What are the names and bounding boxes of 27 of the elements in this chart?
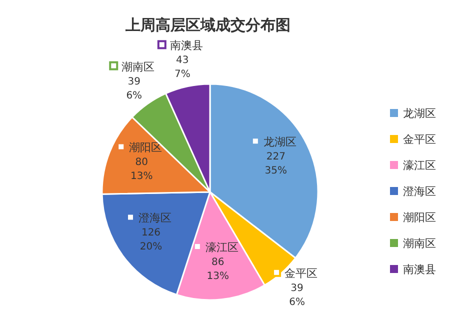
data-label: 126 20% bbox=[140, 228, 162, 253]
data-label: 39 6% bbox=[289, 282, 305, 308]
data-label: 86 13% bbox=[206, 257, 230, 282]
legend-label: 濠江区 bbox=[205, 241, 238, 254]
legend-label: 金平区 bbox=[284, 266, 318, 280]
data-label: 43 7% bbox=[174, 55, 190, 80]
chart-title: 上周高层区域成交分布图 bbox=[124, 16, 290, 34]
legend-label: 澄海区 bbox=[138, 212, 172, 225]
legend-label: 南澳县 bbox=[170, 39, 203, 52]
legend-item: 金平区 bbox=[390, 133, 436, 146]
data-label: 澄海区 126 20% bbox=[126, 212, 172, 253]
legend-item: 龙湖区 bbox=[390, 107, 436, 120]
legend-item: 濠江区 bbox=[390, 159, 436, 172]
legend-label: 潮南区 bbox=[122, 60, 155, 74]
data-label: 龙湖区 227 35% bbox=[250, 136, 296, 177]
data-label: 南澳县 43 7% bbox=[157, 39, 203, 80]
data-label: 金平区 39 6% bbox=[272, 266, 318, 308]
legend-label: 龙湖区 bbox=[263, 136, 296, 149]
data-label: 潮南区 39 6% bbox=[109, 60, 155, 102]
legend-item: 潮阳区 bbox=[390, 211, 436, 224]
legend-item: 南澳县 bbox=[390, 263, 436, 276]
legend-item: 澄海区 bbox=[390, 185, 436, 198]
data-label: 227 35% bbox=[264, 152, 288, 177]
data-label: 80 13% bbox=[130, 157, 153, 182]
data-label: 濠江区 86 13% bbox=[192, 241, 238, 282]
legend-item: 潮南区 bbox=[390, 237, 436, 250]
data-label: 39 6% bbox=[126, 76, 142, 102]
